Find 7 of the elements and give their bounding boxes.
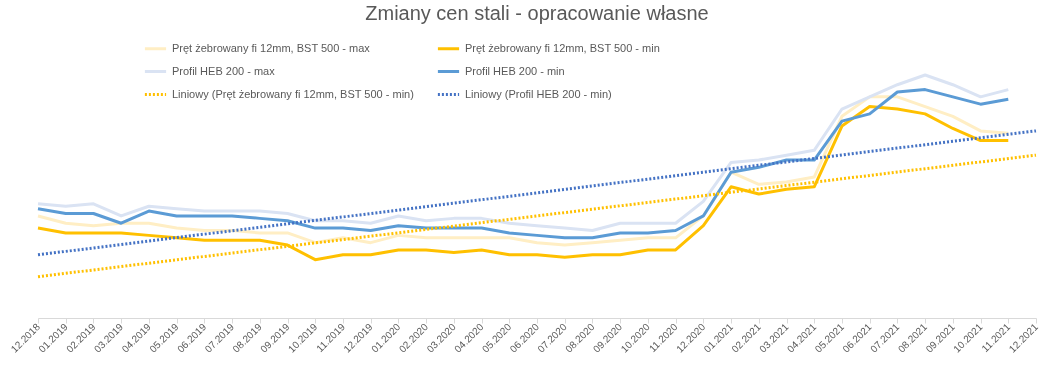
legend-label: Pręt żebrowany fi 12mm, BST 500 - max (172, 41, 371, 54)
legend-label: Pręt żebrowany fi 12mm, BST 500 - min (465, 41, 660, 54)
legend-label: Liniowy (Pręt żebrowany fi 12mm, BST 500 - min) (172, 87, 414, 100)
legend-label: Profil HEB 200 - min (465, 64, 565, 77)
legend-label: Profil HEB 200 - max (172, 64, 276, 77)
legend-label: Liniowy (Profil HEB 200 - min) (465, 87, 612, 100)
chart-title: Zmiany cen stali - opracowanie własne (365, 2, 709, 24)
